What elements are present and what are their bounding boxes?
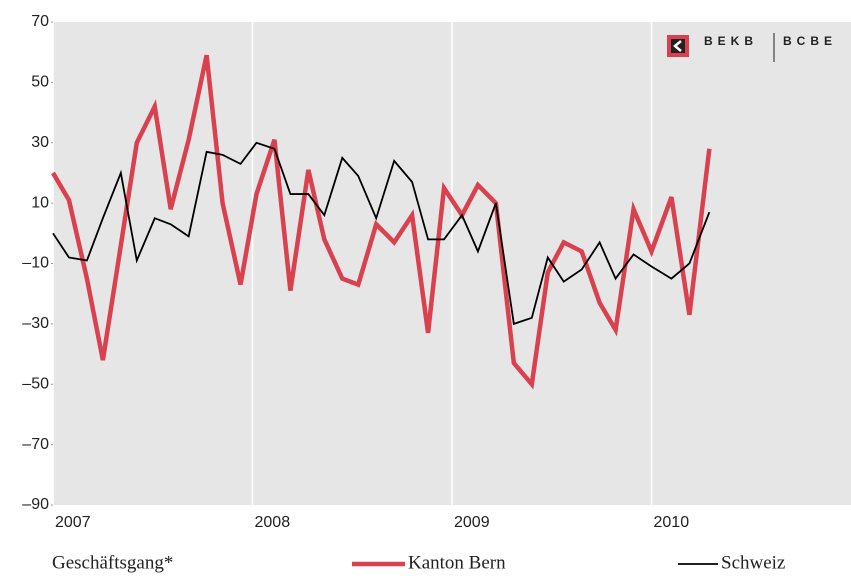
- y-tick-label: –70: [22, 436, 49, 453]
- logo-text: BEKB: [704, 34, 758, 48]
- logo-icon-inner: [671, 39, 685, 53]
- x-tick-label: 2009: [454, 514, 490, 531]
- y-tick-label: 10: [31, 194, 49, 211]
- x-tick-label: 2010: [654, 514, 690, 531]
- logo-arrow: [673, 40, 682, 52]
- line-series: [52, 141, 711, 326]
- logo: BEKB BCBE: [667, 33, 837, 62]
- y-tick-label: –90: [22, 496, 49, 513]
- y-tick-label: –50: [22, 375, 49, 392]
- y-tick-label: –10: [22, 255, 49, 272]
- legend-label: Schweiz: [721, 552, 785, 573]
- y-tick-label: 70: [31, 13, 49, 30]
- logo-text: BCBE: [783, 34, 837, 48]
- legend-label: Kanton Bern: [408, 552, 506, 573]
- y-tick-label: 50: [31, 74, 49, 91]
- x-tick-label: 2007: [55, 514, 91, 531]
- line-series: [51, 54, 712, 390]
- caption: Geschäftsgang*: [52, 552, 173, 573]
- y-tick-label: –30: [22, 315, 49, 332]
- x-tick-label: 2008: [255, 514, 291, 531]
- y-tick-label: 30: [31, 134, 49, 151]
